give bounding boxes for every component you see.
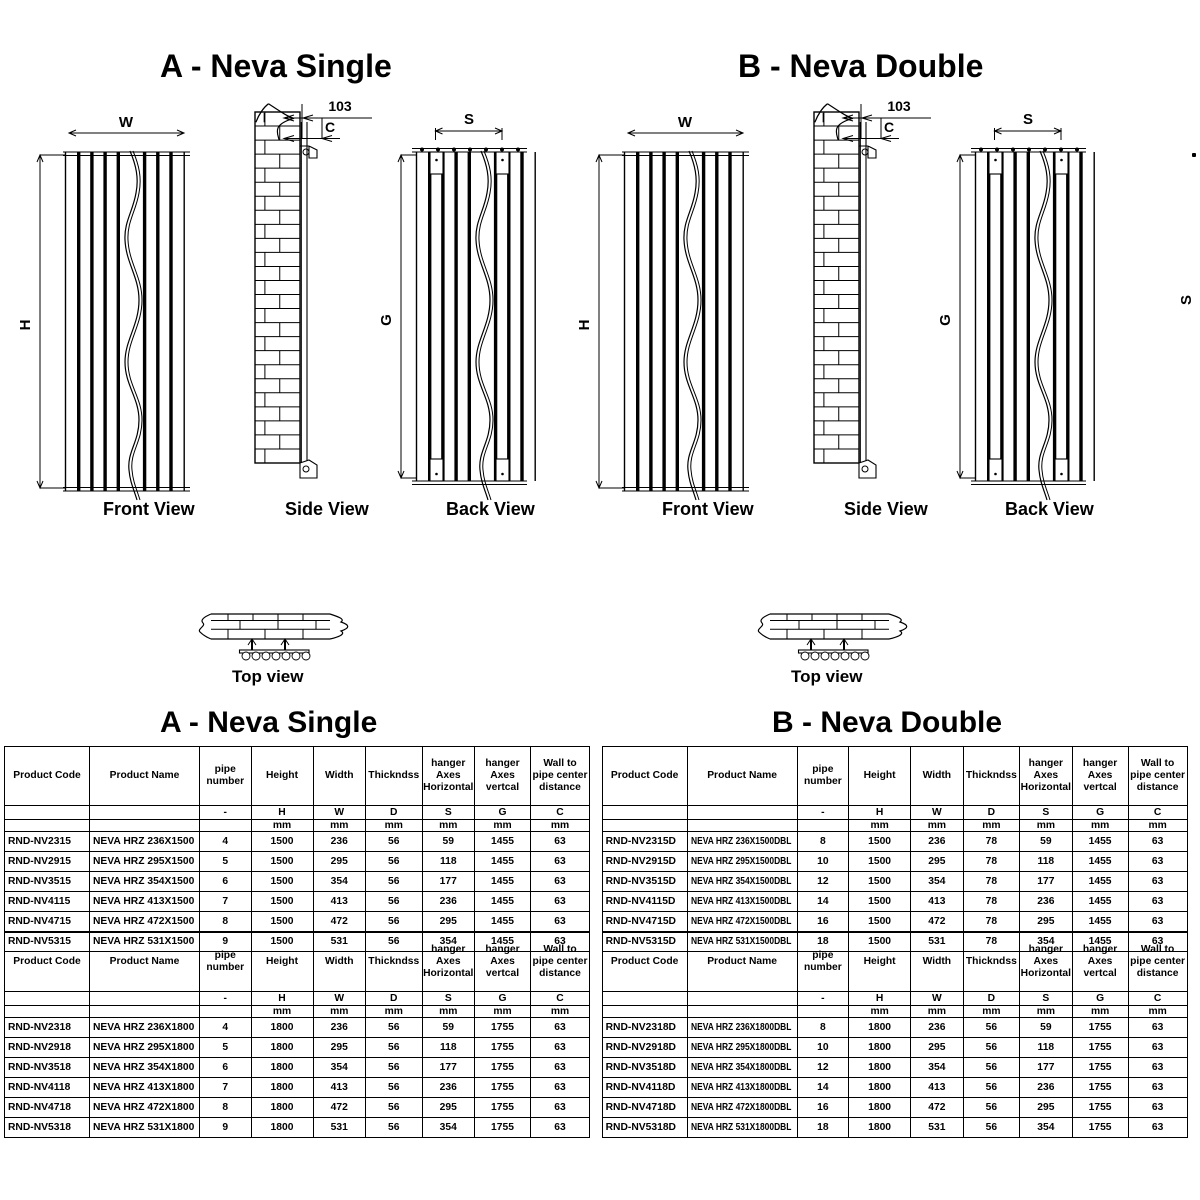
svg-text:C: C bbox=[325, 119, 335, 135]
svg-text:Front View: Front View bbox=[103, 499, 196, 519]
svg-text:Side View: Side View bbox=[285, 499, 370, 519]
svg-text:S: S bbox=[464, 111, 474, 128]
svg-text:Back View: Back View bbox=[446, 499, 536, 519]
svg-text:W: W bbox=[119, 114, 134, 131]
svg-text:103: 103 bbox=[328, 98, 352, 114]
svg-text:G: G bbox=[378, 314, 395, 326]
svg-text:Top view: Top view bbox=[232, 667, 304, 686]
svg-text:H: H bbox=[17, 320, 34, 331]
